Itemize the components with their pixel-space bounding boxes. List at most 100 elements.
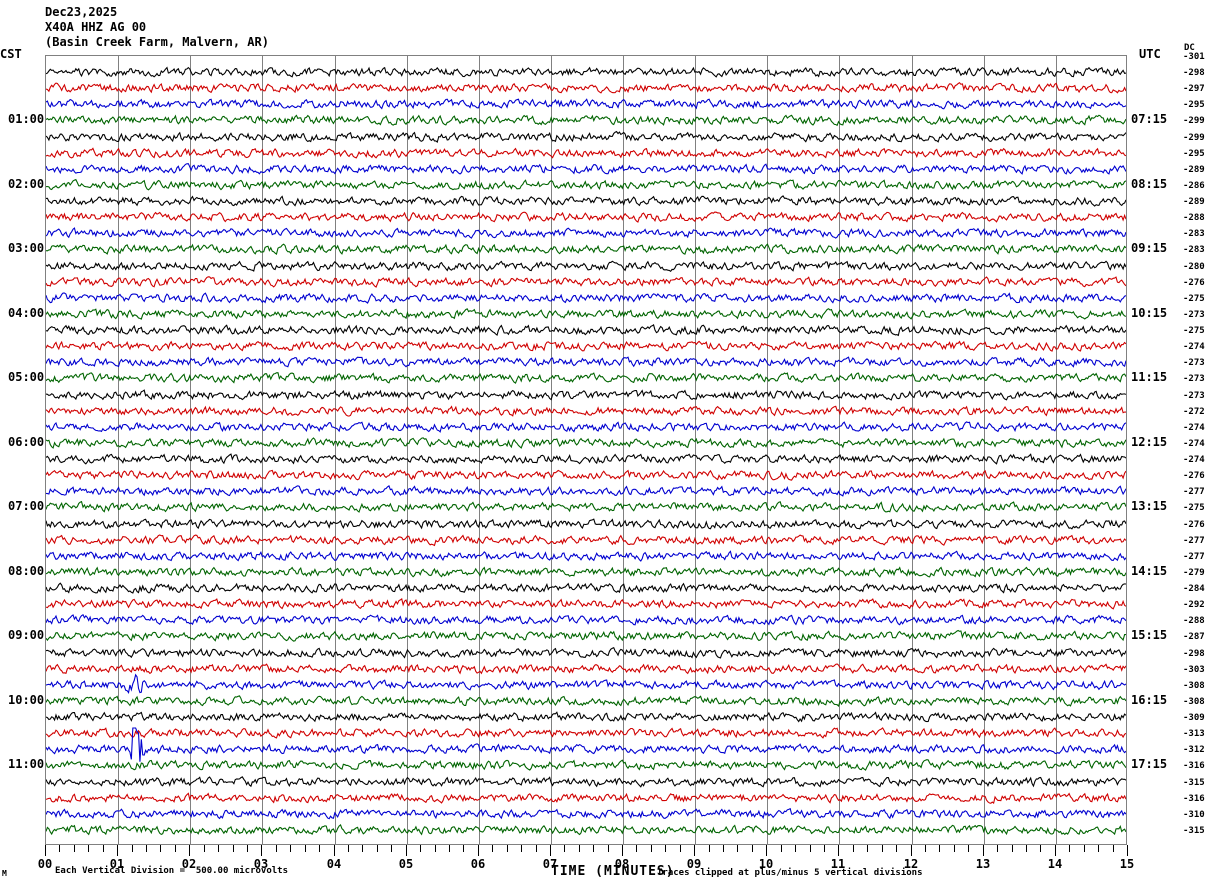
x-tick-minor-3.6	[305, 845, 306, 852]
trace-line-3-green	[46, 98, 1126, 142]
x-tick-major-12.0	[911, 845, 912, 856]
dc-value-47: -310	[1183, 809, 1205, 820]
x-axis: 00 01 02 03 04 05 06 07 08 09 10 11 12 13 14 15	[38, 845, 1134, 871]
x-tick-major-7.0	[550, 845, 551, 856]
grid-line-minute-09	[695, 56, 696, 844]
x-tick-minor-14.6	[1098, 845, 1099, 852]
x-tick-major-3.0	[261, 845, 262, 856]
grid-line-minute-08	[623, 56, 624, 844]
trace-line-2-blue	[46, 82, 1126, 126]
x-tick-major-14.0	[1055, 845, 1056, 856]
dc-value-15: -275	[1183, 293, 1205, 304]
trace-line-15-green	[46, 292, 1126, 336]
trace-line-37-red	[46, 647, 1126, 691]
utc-time-label-0715: 07:15	[1131, 112, 1168, 127]
trace-line-25-red	[46, 453, 1126, 497]
dc-value-4: -299	[1183, 116, 1205, 127]
dc-value-28: -275	[1183, 503, 1205, 514]
dc-value-20: -273	[1183, 374, 1205, 385]
x-tick-minor-11.6	[882, 845, 883, 852]
x-tick-minor-10.4	[795, 845, 796, 852]
x-tick-label-07: 07	[542, 857, 558, 871]
x-tick-minor-6.4	[507, 845, 508, 852]
trace-line-6-blue	[46, 147, 1126, 191]
x-tick-minor-3.8	[319, 845, 320, 852]
utc-axis-label: UTC	[1139, 47, 1161, 61]
x-tick-minor-8.6	[665, 845, 666, 852]
trace-line-9-red	[46, 195, 1126, 239]
x-tick-minor-12.8	[968, 845, 969, 852]
x-tick-minor-7.6	[593, 845, 594, 852]
trace-line-27-green	[46, 485, 1126, 529]
x-tick-minor-11.2	[853, 845, 854, 852]
grid-line-minute-02	[190, 56, 191, 844]
trace-line-4-black	[46, 115, 1126, 159]
x-tick-major-4.0	[334, 845, 335, 856]
x-tick-label-00: 00	[37, 857, 53, 871]
grid-line-minute-13	[984, 56, 985, 844]
clip-note: Traces clipped at plus/minus 5 vertical …	[657, 868, 923, 878]
dc-value-7: -289	[1183, 164, 1205, 175]
dc-value-46: -316	[1183, 793, 1205, 804]
helicorder-plot	[45, 55, 1127, 845]
trace-line-13-red	[46, 260, 1126, 304]
x-tick-minor-13.6	[1026, 845, 1027, 852]
dc-value-41: -309	[1183, 713, 1205, 724]
cst-time-label-0200: 02:00	[8, 176, 45, 191]
grid-line-minute-03	[262, 56, 263, 844]
trace-line-35-green	[46, 614, 1126, 658]
x-tick-label-14: 14	[1047, 857, 1063, 871]
x-tick-label-10: 10	[758, 857, 774, 871]
grid-line-minute-06	[479, 56, 480, 844]
cst-time-label-0700: 07:00	[8, 499, 45, 514]
utc-time-label-0915: 09:15	[1131, 241, 1168, 256]
trace-line-36-black	[46, 631, 1126, 675]
dc-value-23: -274	[1183, 422, 1205, 433]
x-tick-minor-9.2	[709, 845, 710, 852]
dc-value-8: -286	[1183, 180, 1205, 191]
trace-line-8-black	[46, 179, 1126, 223]
utc-time-label-1415: 14:15	[1131, 563, 1168, 578]
trace-line-19-green	[46, 356, 1126, 400]
x-tick-major-2.0	[189, 845, 190, 856]
utc-time-label-1615: 16:15	[1131, 692, 1168, 707]
dc-value-29: -276	[1183, 519, 1205, 530]
grid-line-minute-11	[839, 56, 840, 844]
grid-line-minute-04	[335, 56, 336, 844]
dc-value-37: -298	[1183, 648, 1205, 659]
x-tick-minor-5.4	[435, 845, 436, 852]
x-tick-minor-13.2	[997, 845, 998, 852]
footer-left-mark: M	[2, 869, 7, 878]
trace-line-17-red	[46, 324, 1126, 368]
x-tick-minor-6.6	[521, 845, 522, 852]
trace-line-42-blue	[46, 727, 1126, 771]
trace-line-18-blue	[46, 340, 1126, 384]
x-tick-minor-2.2	[204, 845, 205, 852]
dc-value-1: -298	[1183, 68, 1205, 79]
trace-line-45-red	[46, 776, 1126, 820]
trace-line-7-green	[46, 163, 1126, 207]
x-tick-minor-5.2	[420, 845, 421, 852]
x-tick-minor-7.8	[608, 845, 609, 852]
header-channel: X40A HHZ AG 00	[45, 20, 147, 34]
trace-line-46-blue	[46, 792, 1126, 836]
x-tick-minor-6.2	[492, 845, 493, 852]
trace-line-33-red	[46, 582, 1126, 626]
cst-axis-label: CST	[0, 47, 22, 61]
trace-line-34-blue	[46, 598, 1126, 642]
x-tick-minor-6.8	[536, 845, 537, 852]
trace-line-16-black	[46, 308, 1126, 352]
x-tick-minor-14.4	[1084, 845, 1085, 852]
x-tick-major-5.0	[406, 845, 407, 856]
utc-time-label-1215: 12:15	[1131, 434, 1168, 449]
dc-value-33: -284	[1183, 584, 1205, 595]
trace-line-44-black	[46, 760, 1126, 804]
x-tick-minor-10.6	[810, 845, 811, 852]
x-tick-minor-5.6	[449, 845, 450, 852]
x-tick-label-15: 15	[1119, 857, 1135, 871]
x-tick-major-13.0	[983, 845, 984, 856]
trace-line-31-green	[46, 550, 1126, 594]
dc-value-44: -316	[1183, 761, 1205, 772]
dc-column-header: DC	[1184, 43, 1195, 53]
x-tick-label-11: 11	[830, 857, 846, 871]
